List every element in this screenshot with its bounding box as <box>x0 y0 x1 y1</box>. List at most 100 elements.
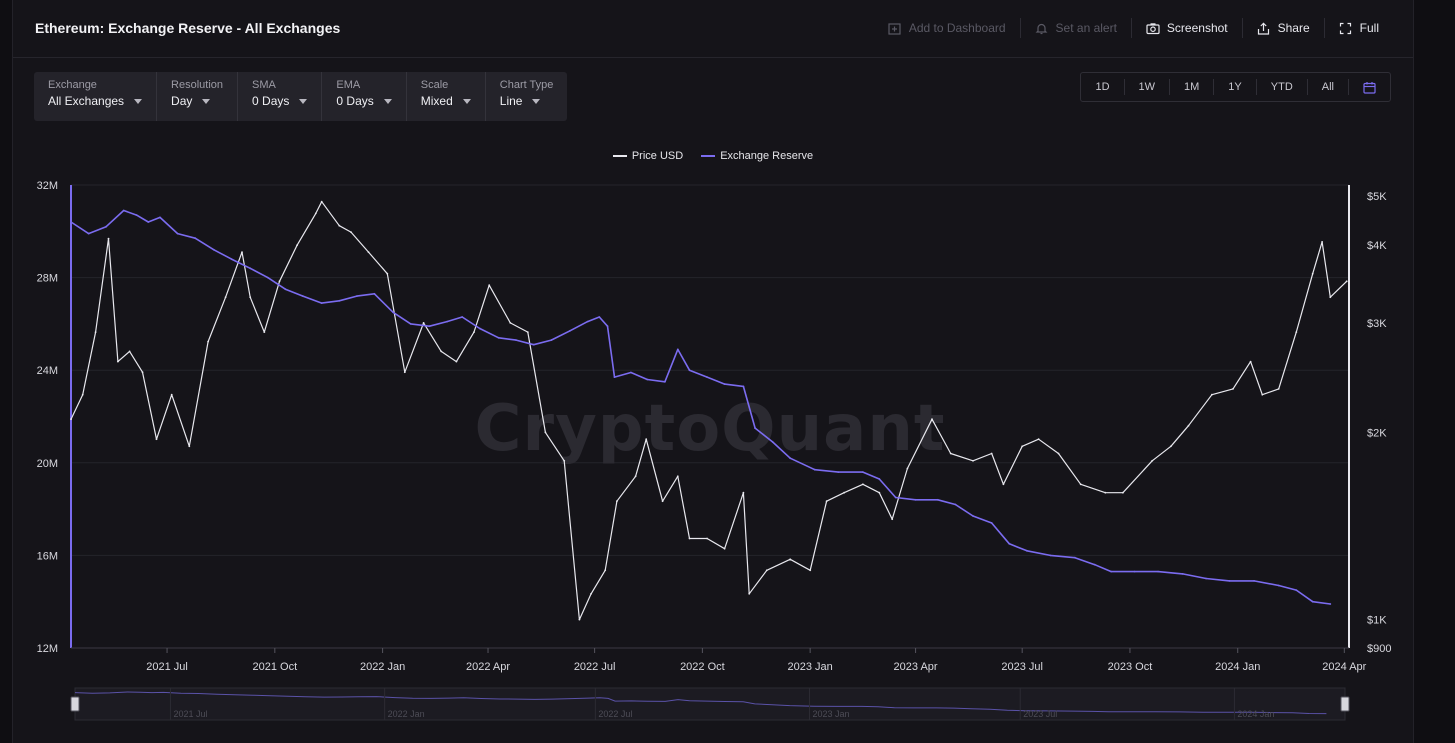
chart-controls: Exchange All Exchanges Resolution Day SM… <box>34 72 568 121</box>
caret-down-icon <box>462 98 471 104</box>
reserve-point <box>936 498 939 501</box>
reserve-point <box>1008 542 1011 545</box>
watermark: CryptoQuant <box>475 392 946 466</box>
x-tick-label: 2023 Apr <box>894 661 938 673</box>
navigator-label: 2021 Jul <box>173 709 207 719</box>
sma-select[interactable]: SMA 0 Days <box>238 72 323 121</box>
reserve-point <box>550 339 553 341</box>
price-point <box>1151 459 1154 462</box>
navigator-handle-left[interactable] <box>70 696 80 712</box>
price-point <box>723 547 726 550</box>
price-point <box>688 537 691 540</box>
reserve-point <box>862 471 864 473</box>
price-point <box>320 200 323 203</box>
share-icon <box>1257 21 1271 35</box>
reserve-point <box>1093 563 1096 566</box>
x-tick-label: 2023 Oct <box>1108 661 1153 673</box>
reserve-point <box>87 232 90 235</box>
price-point <box>1249 360 1252 363</box>
screenshot-button[interactable]: Screenshot <box>1132 17 1242 39</box>
y-left-tick-label: 20M <box>37 458 58 470</box>
chart-type-select[interactable]: Chart Type Line <box>486 72 568 121</box>
reserve-point <box>409 323 412 325</box>
x-tick-label: 2021 Jul <box>146 661 188 673</box>
x-tick-label: 2022 Jul <box>574 661 616 673</box>
price-point <box>616 500 618 503</box>
navigator-series <box>74 691 1327 715</box>
price-point <box>350 231 352 234</box>
price-point <box>590 592 592 595</box>
share-button[interactable]: Share <box>1243 17 1324 39</box>
price-point <box>224 296 227 299</box>
legend-swatch-reserve <box>701 155 716 157</box>
price-point <box>878 491 881 494</box>
range-1d-button[interactable]: 1D <box>1081 79 1125 95</box>
y-left-tick-label: 24M <box>37 365 58 377</box>
y-left-tick-label: 28M <box>37 273 58 285</box>
reserve-point <box>497 336 500 339</box>
ema-select[interactable]: EMA 0 Days <box>322 72 407 121</box>
price-point <box>1261 393 1264 396</box>
range-ytd-button[interactable]: YTD <box>1257 79 1308 95</box>
price-point <box>563 459 566 462</box>
scale-select[interactable]: Scale Mixed <box>407 72 486 121</box>
reserve-point <box>320 302 323 304</box>
reserve-point <box>1157 570 1159 573</box>
reserve-point <box>676 348 679 351</box>
divider <box>1323 18 1325 38</box>
caret-down-icon <box>202 98 211 104</box>
reserve-point <box>373 292 376 295</box>
calendar-button[interactable] <box>1349 79 1390 95</box>
reserve-point <box>338 299 341 302</box>
x-tick-label: 2021 Oct <box>253 661 298 673</box>
price-point <box>1211 393 1213 396</box>
price-point <box>809 569 812 572</box>
legend-item-price[interactable]: Price USD <box>612 150 683 162</box>
reserve-point <box>355 295 358 297</box>
time-range-selector: 1D 1W 1M 1Y YTD All <box>1080 72 1391 102</box>
calendar-icon <box>1363 81 1376 94</box>
reserve-point <box>954 503 957 506</box>
reserve-point <box>706 376 708 378</box>
y-left-tick-label: 12M <box>37 643 58 655</box>
range-1w-button[interactable]: 1W <box>1125 79 1171 95</box>
chart-panel: Ethereum: Exchange Reserve - All Exchang… <box>12 0 1414 743</box>
ema-value: 0 Days <box>336 94 374 108</box>
price-point <box>765 569 768 572</box>
resolution-select[interactable]: Resolution Day <box>157 72 239 121</box>
y-right-tick-label: $5K <box>1367 191 1387 203</box>
reserve-point <box>284 288 287 291</box>
x-tick-label: 2023 Jul <box>1001 661 1043 673</box>
legend-item-reserve[interactable]: Exchange Reserve <box>701 150 813 162</box>
reserve-point <box>813 468 816 471</box>
navigator-handle-right[interactable] <box>1340 696 1350 712</box>
reserve-point <box>613 376 616 378</box>
navigator-frame[interactable] <box>74 687 1346 721</box>
price-point <box>314 212 317 215</box>
price-point <box>1295 331 1298 333</box>
navigator[interactable]: 2021 Jul 2022 Jan 2022 Jul 2023 Jan 2023 Jul… <box>70 687 1350 721</box>
range-1m-button[interactable]: 1M <box>1170 79 1215 95</box>
full-screen-button[interactable]: Full <box>1325 17 1393 39</box>
reserve-point <box>1074 556 1076 559</box>
price-point <box>70 418 72 421</box>
exchange-select[interactable]: Exchange All Exchanges <box>34 72 158 121</box>
reserve-point <box>569 329 571 332</box>
add-to-dashboard-button[interactable]: Add to Dashboard <box>874 17 1020 39</box>
full-label: Full <box>1359 21 1379 35</box>
range-all-button[interactable]: All <box>1308 79 1349 95</box>
reserve-point <box>194 237 197 240</box>
reserve-point <box>176 232 179 235</box>
reserve-point <box>70 221 72 223</box>
x-tick-label: 2024 Apr <box>1322 661 1366 673</box>
reserve-point <box>428 325 431 328</box>
price-point <box>386 272 389 275</box>
price-point <box>1170 445 1172 448</box>
range-1y-button[interactable]: 1Y <box>1214 79 1257 95</box>
caret-down-icon <box>383 98 392 104</box>
price-point <box>241 251 243 254</box>
set-alert-button[interactable]: Set an alert <box>1021 17 1131 39</box>
price-point <box>128 350 131 353</box>
page-title: Ethereum: Exchange Reserve - All Exchang… <box>35 20 341 36</box>
reserve-point <box>392 311 394 314</box>
